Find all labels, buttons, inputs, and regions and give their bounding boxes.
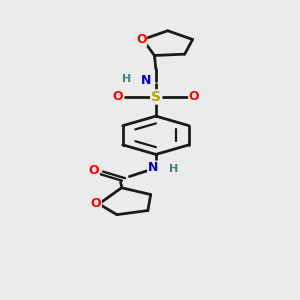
Text: O: O [189,91,200,103]
Text: N: N [140,74,151,87]
Text: S: S [151,90,161,104]
Text: O: O [136,33,147,46]
Text: N: N [148,161,158,174]
Text: O: O [112,91,123,103]
Text: O: O [91,197,101,211]
Text: O: O [89,164,99,177]
Text: H: H [122,74,131,84]
Text: H: H [169,164,178,174]
